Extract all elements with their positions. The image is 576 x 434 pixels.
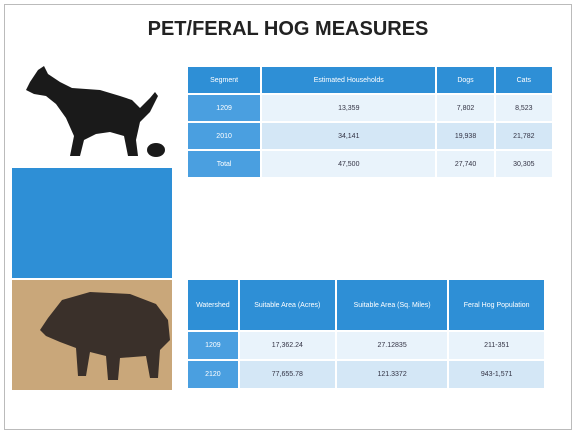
table-cell: 13,359 — [262, 95, 435, 121]
table-cell: 8,523 — [496, 95, 552, 121]
table-cell: 121.3372 — [337, 361, 447, 388]
table-cell: 27,740 — [437, 151, 493, 177]
table-cell: 1209 — [188, 95, 260, 121]
page: PET/FERAL HOG MEASURES SegmentEstimated … — [0, 0, 576, 434]
table-cell: 2010 — [188, 123, 260, 149]
blue-panel — [12, 168, 172, 278]
header-cell: Feral Hog Population — [449, 280, 544, 330]
table-cell: 30,305 — [496, 151, 552, 177]
table-cell: 19,938 — [437, 123, 493, 149]
table-cell: 77,655.78 — [240, 361, 335, 388]
table-cell: 943-1,571 — [449, 361, 544, 388]
table-cell: 34,141 — [262, 123, 435, 149]
table-cell: 1209 — [188, 332, 238, 359]
dog-waste — [147, 143, 165, 157]
dog-silhouette — [26, 66, 158, 156]
header-cell: Suitable Area (Sq. Miles) — [337, 280, 447, 330]
header-cell: Suitable Area (Acres) — [240, 280, 335, 330]
table-cell: 47,500 — [262, 151, 435, 177]
header-cell: Segment — [188, 67, 260, 93]
header-cell: Estimated Households — [262, 67, 435, 93]
header-cell: Watershed — [188, 280, 238, 330]
table-cell: Total — [188, 151, 260, 177]
header-cell: Dogs — [437, 67, 493, 93]
table-cell: 2120 — [188, 361, 238, 388]
header-cell: Cats — [496, 67, 552, 93]
table-cell: 27.12835 — [337, 332, 447, 359]
table-cell: 7,802 — [437, 95, 493, 121]
table-cell: 17,362.24 — [240, 332, 335, 359]
table-cell: 21,782 — [496, 123, 552, 149]
table-cell: 211-351 — [449, 332, 544, 359]
